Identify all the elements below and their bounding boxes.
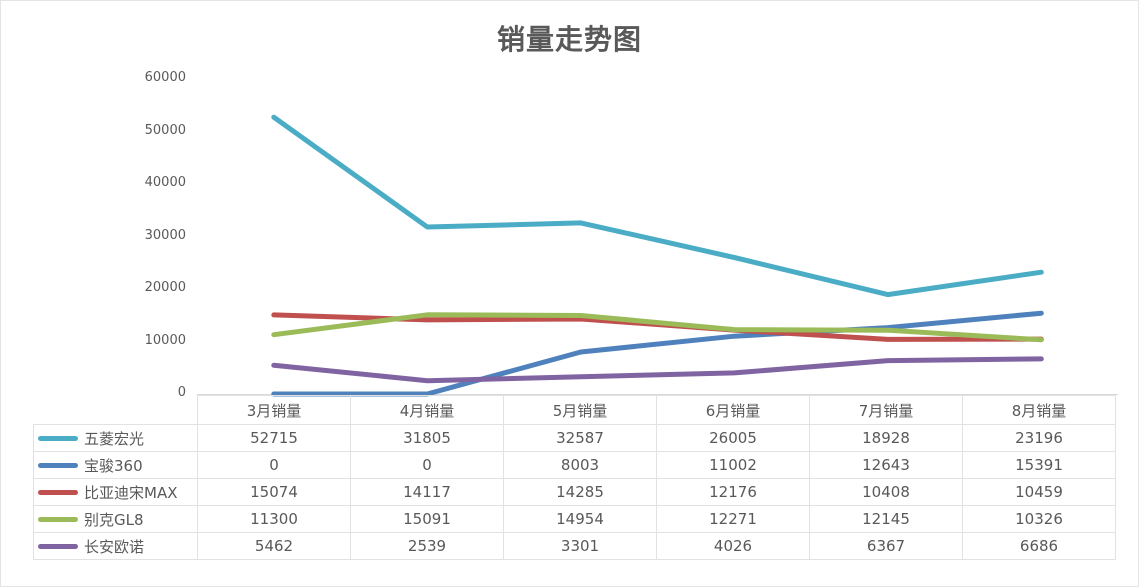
table-cell: 10326 [962,505,1116,533]
legend-entry: 宝骏360 [33,451,198,479]
table-cell: 31805 [350,424,504,452]
table-cell: 4026 [656,532,810,560]
legend-label: 五菱宏光 [84,429,145,448]
table-cell: 12176 [656,478,810,506]
table-cell: 14954 [503,505,657,533]
category-header: 6月销量 [656,395,810,425]
table-cell: 15074 [197,478,351,506]
legend-label: 宝骏360 [84,456,143,475]
y-tick-label: 50000 [144,122,186,138]
table-cell: 32587 [503,424,657,452]
table-cell: 26005 [656,424,810,452]
table-row: 长安欧诺 5462 2539 3301 4026 6367 6686 [33,532,1116,560]
chart-title: 销量走势图 [496,23,642,56]
category-header: 4月销量 [350,395,504,425]
table-row: 比亚迪宋MAX 15074 14117 14285 12176 10408 10459 [33,478,1116,506]
table-cell: 10408 [809,478,963,506]
legend-swatch-icon [38,543,78,549]
table-cell: 0 [197,451,351,479]
y-tick-label: 0 [177,385,186,400]
legend-entry: 长安欧诺 [33,532,198,560]
table-cell: 18928 [809,424,963,452]
series-line [271,114,1044,298]
category-header: 8月销量 [962,395,1116,425]
legend-entry: 别克GL8 [33,505,198,533]
table-cell: 6686 [962,532,1116,560]
legend-entry: 五菱宏光 [33,424,198,452]
y-tick-label: 60000 [144,70,186,85]
table-cell: 12145 [809,505,963,533]
legend-swatch-icon [38,435,78,441]
data-table: 3月销量 4月销量 5月销量 6月销量 7月销量 8月销量 五菱宏光 52715 31805 3… [33,395,1116,560]
category-header: 7月销量 [809,395,963,425]
table-row: 宝骏360 0 0 8003 11002 12643 15391 [33,451,1116,479]
table-cell: 11002 [656,451,810,479]
table-cell: 0 [350,451,504,479]
table-cell: 3301 [503,532,657,560]
table-cell: 12643 [809,451,963,479]
legend-swatch-icon [38,462,78,468]
series-line [271,312,1044,343]
y-tick-label: 30000 [144,227,186,243]
table-cell: 52715 [197,424,351,452]
y-tick-label: 40000 [144,175,186,190]
legend-swatch-icon [38,516,78,522]
table-cell: 23196 [962,424,1116,452]
table-cell: 12271 [656,505,810,533]
legend-label: 比亚迪宋MAX [84,483,178,502]
table-cell: 6367 [809,532,963,560]
y-tick-label: 20000 [144,280,186,295]
legend-entry: 比亚迪宋MAX [33,478,198,506]
table-cell: 15391 [962,451,1116,479]
data-table-header: 3月销量 4月销量 5月销量 6月销量 7月销量 8月销量 [33,395,1116,425]
legend-label: 别克GL8 [84,510,144,529]
series-line [271,356,1044,384]
category-header: 5月销量 [503,395,657,425]
series-line [271,310,1044,397]
legend-swatch-icon [38,489,78,495]
table-cell: 15091 [350,505,504,533]
table-row: 五菱宏光 52715 31805 32587 26005 18928 23196 [33,424,1116,452]
table-cell: 14117 [350,478,504,506]
table-cell: 14285 [503,478,657,506]
table-cell: 2539 [350,532,504,560]
category-header: 3月销量 [197,395,351,425]
table-cell: 11300 [197,505,351,533]
table-cell: 10459 [962,478,1116,506]
y-tick-label: 10000 [144,332,186,348]
table-cell: 8003 [503,451,657,479]
table-row: 别克GL8 11300 15091 14954 12271 12145 10326 [33,505,1116,533]
table-cell: 5462 [197,532,351,560]
legend-label: 长安欧诺 [84,537,145,556]
data-table-corner [33,395,198,425]
